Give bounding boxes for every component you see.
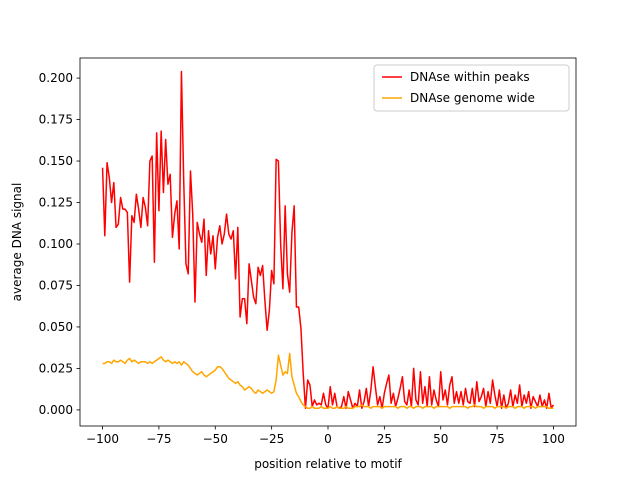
data-line [102,352,554,409]
y-tick-label: 0.075 [39,278,73,292]
x-tick-label: −75 [146,432,171,446]
x-tick-label: −25 [259,432,284,446]
x-tick-label: 50 [433,432,448,446]
legend-label: DNAse within peaks [410,70,530,84]
y-tick-label: 0.200 [39,71,73,85]
y-axis-label: average DNA signal [10,183,24,302]
x-tick-label: 0 [324,432,332,446]
x-tick-label: 100 [542,432,565,446]
x-tick-label: 25 [377,432,392,446]
x-tick-label: −100 [86,432,119,446]
y-tick-label: 0.125 [39,196,73,210]
y-tick-label: 0.025 [39,361,73,375]
y-tick-label: 0.175 [39,113,73,127]
legend-box [373,64,570,112]
y-tick-label: 0.050 [39,320,73,334]
y-tick-label: 0.100 [39,237,73,251]
x-tick-label: 75 [489,432,504,446]
axes-frame [79,57,577,427]
y-tick-label: 0.150 [39,154,73,168]
x-tick-label: −50 [203,432,228,446]
y-tick-label: 0.000 [39,403,73,417]
legend-label: DNAse genome wide [410,91,535,105]
x-axis-label: position relative to motif [254,457,402,471]
